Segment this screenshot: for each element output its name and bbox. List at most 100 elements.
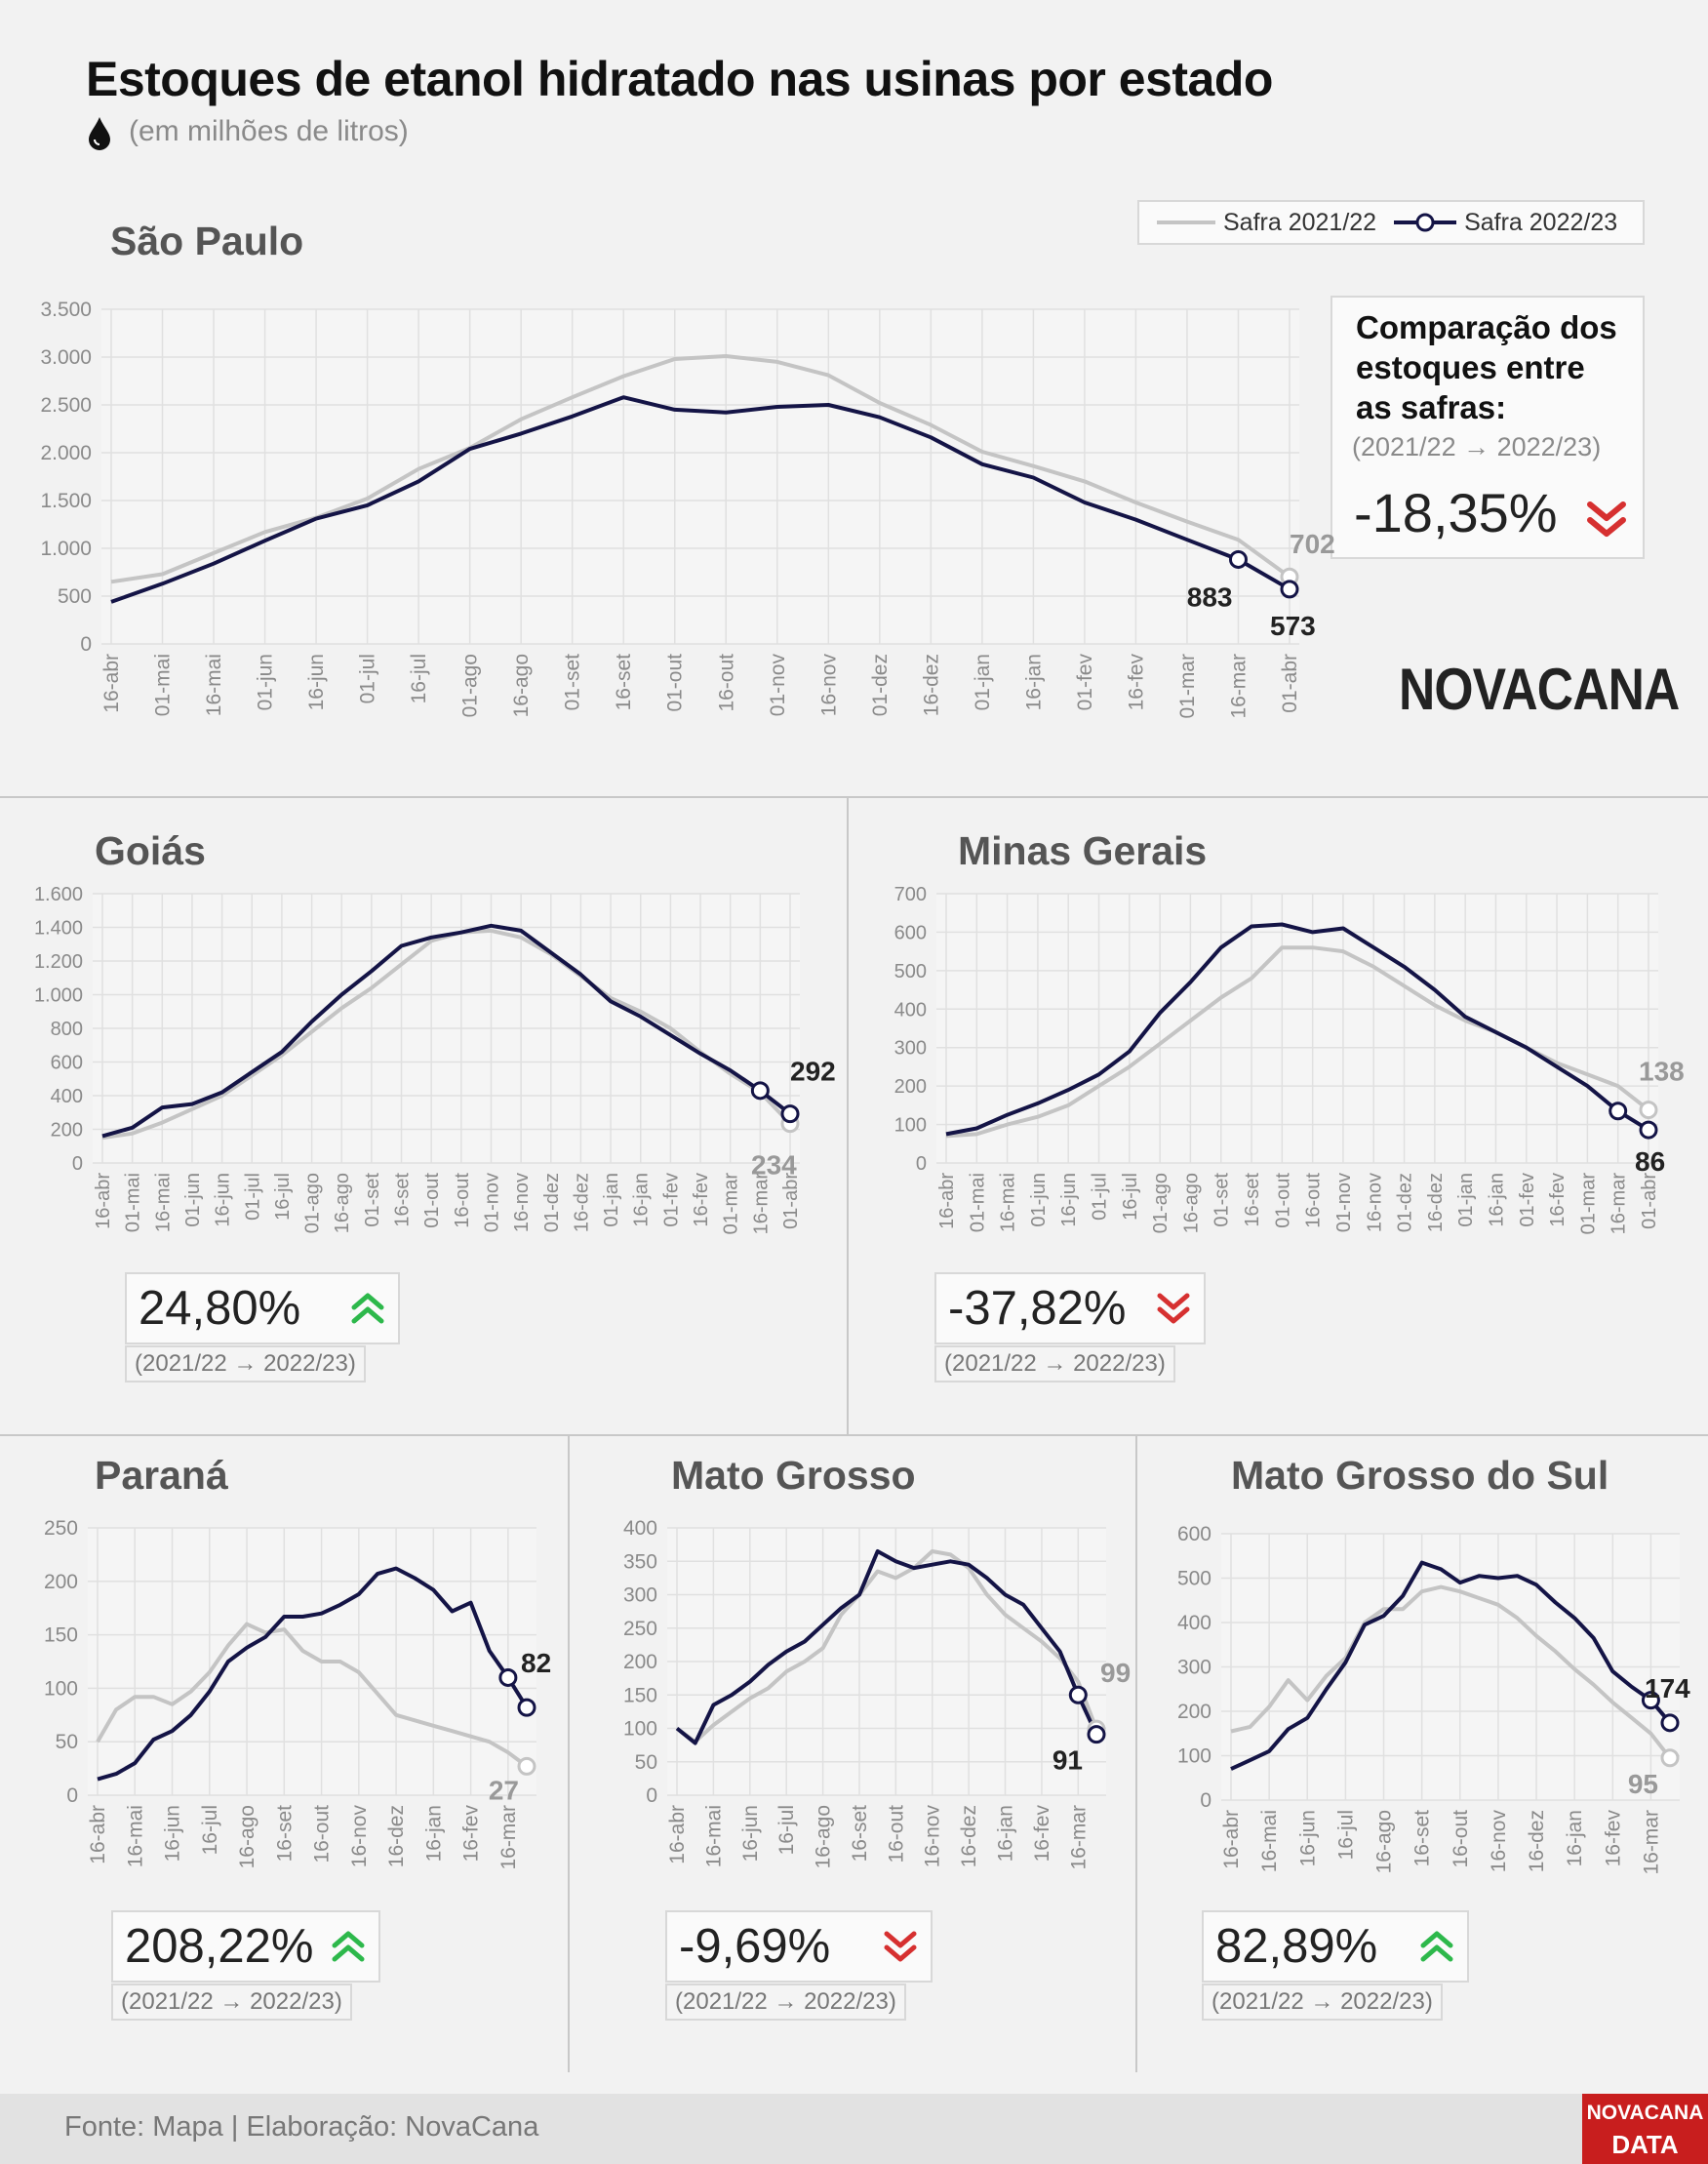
x-tick-label: 16-fev <box>460 1805 483 1863</box>
end-label-2022: 82 <box>521 1648 551 1678</box>
chart-title-sao-paulo: São Paulo <box>110 219 304 263</box>
y-tick-label: 400 <box>1177 1612 1211 1634</box>
series-line-2022 <box>101 923 792 1139</box>
x-tick-label: 16-fev <box>1125 654 1147 711</box>
chevron-double-up-icon <box>1420 1931 1453 1962</box>
x-tick-label: 16-abr <box>93 1173 114 1229</box>
x-tick-label: 01-nov <box>767 654 789 717</box>
x-tick-label: 16-nov <box>1488 1810 1510 1873</box>
y-tick-label: 200 <box>623 1651 657 1673</box>
y-tick-label: 300 <box>1177 1657 1211 1679</box>
x-tick-label: 16-jul <box>272 1173 294 1221</box>
y-tick-label: 0 <box>646 1784 657 1807</box>
marker-2022-previous <box>1228 549 1248 569</box>
y-tick-label: 300 <box>894 1038 927 1060</box>
series-line-2022 <box>110 395 1291 604</box>
x-tick-label: 16-nov <box>817 654 840 717</box>
x-tick-label: 16-mar <box>1227 654 1250 719</box>
x-tick-label: 01-mar <box>1176 654 1199 719</box>
y-tick-label: 2.000 <box>40 442 92 464</box>
chevron-double-up-icon <box>332 1931 365 1962</box>
footer: Fonte: Mapa | Elaboração: NovaCana <box>0 2094 1708 2164</box>
series-line-2021 <box>110 354 1291 584</box>
x-tick-label: 16-dez <box>1425 1173 1447 1232</box>
marker-2022-end <box>517 1698 536 1717</box>
comparison-title: Comparação dos estoques entre as safras: <box>1356 307 1617 427</box>
x-tick-label: 16-out <box>311 1805 334 1863</box>
x-tick-label: 16-jun <box>1296 1810 1319 1866</box>
x-tick-label: 01-jul <box>357 654 379 703</box>
x-tick-label: 16-jun <box>305 654 328 710</box>
x-tick-label: 16-fev <box>1547 1173 1569 1227</box>
x-tick-label: 16-mar <box>750 1173 772 1235</box>
y-tick-label: 400 <box>51 1086 83 1107</box>
pct-value-parana: 208,22% <box>125 1920 314 1973</box>
x-tick-label: 16-mar <box>497 1805 520 1870</box>
x-tick-label: 16-abr <box>87 1805 109 1864</box>
chart-title-mato-grosso: Mato Grosso <box>671 1453 916 1498</box>
x-tick-label: 16-mai <box>702 1805 725 1867</box>
y-tick-label: 0 <box>66 1784 78 1807</box>
y-tick-label: 600 <box>1177 1523 1211 1545</box>
x-tick-label: 01-mar <box>721 1173 742 1235</box>
marker-2021-end <box>517 1756 536 1776</box>
y-tick-label: 0 <box>80 633 92 656</box>
x-tick-label: 01-out <box>664 654 687 712</box>
x-tick-label: 01-jun <box>1028 1173 1050 1227</box>
chart-title-goias: Goiás <box>95 828 206 873</box>
x-tick-label: 01-jan <box>1455 1173 1477 1227</box>
marker-2022-previous <box>1068 1685 1088 1704</box>
y-tick-label: 50 <box>635 1751 657 1774</box>
x-tick-label: 16-set <box>1242 1173 1263 1227</box>
x-tick-label: 16-out <box>885 1805 907 1863</box>
marker-2022-end <box>780 1104 800 1124</box>
x-tick-label: 16-jun <box>213 1173 234 1227</box>
x-tick-label: 16-jan <box>995 1805 1017 1862</box>
x-tick-label: 16-jun <box>1058 1173 1080 1227</box>
y-tick-label: 150 <box>44 1624 78 1647</box>
y-tick-label: 500 <box>58 585 92 608</box>
end-label-2021: 138 <box>1639 1057 1685 1087</box>
divider-top <box>0 796 1708 798</box>
x-tick-label: 16-dez <box>1526 1810 1548 1872</box>
x-tick-label: 01-fev <box>1517 1173 1538 1227</box>
y-tick-label: 3.000 <box>40 346 92 369</box>
comparison-title-line: estoques entre <box>1356 349 1585 385</box>
y-tick-label: 50 <box>56 1731 78 1753</box>
end-label-2021: 95 <box>1628 1769 1658 1799</box>
divider-bottom-left <box>568 1436 570 2072</box>
chart-legend: Safra 2021/22 Safra 2022/23 <box>1137 200 1645 245</box>
period-mato-grosso: (2021/22 → 2022/23) <box>665 1984 906 2021</box>
series-line-2022 <box>675 1549 1098 1745</box>
legend-line-2022-icon <box>1394 213 1457 232</box>
pct-box-goias: 24,80% <box>125 1272 400 1344</box>
y-tick-label: 0 <box>916 1153 927 1175</box>
x-tick-label: 01-set <box>562 654 584 711</box>
x-tick-label: 16-set <box>613 654 635 711</box>
y-tick-label: 700 <box>894 884 927 905</box>
drop-icon <box>89 117 110 150</box>
x-tick-label: 16-fev <box>691 1173 712 1227</box>
pct-value-minas-gerais: -37,82% <box>948 1282 1127 1335</box>
page-title: Estoques de etanol hidratado nas usinas … <box>86 52 1273 106</box>
footer-logo-line: DATA <box>1611 2130 1679 2159</box>
x-tick-label: 16-ago <box>813 1805 835 1868</box>
plot-area <box>936 894 1658 1163</box>
x-tick-label: 01-jan <box>601 1173 622 1227</box>
x-tick-label: 16-mar <box>1640 1810 1662 1875</box>
x-tick-label: 16-jul <box>408 654 430 703</box>
chevron-double-up-icon <box>351 1293 384 1324</box>
series-line-2021 <box>96 1622 529 1769</box>
marker-2022-end <box>1660 1713 1680 1733</box>
x-tick-label: 01-mar <box>1577 1173 1599 1235</box>
x-tick-label: 01-abr <box>1639 1173 1660 1229</box>
y-tick-label: 150 <box>623 1684 657 1706</box>
comparison-title-line: Comparação dos <box>1356 309 1617 345</box>
x-tick-label: 16-jul <box>199 1805 221 1855</box>
x-tick-label: 01-set <box>1211 1173 1233 1227</box>
x-tick-label: 01-out <box>421 1173 443 1228</box>
x-tick-label: 16-jan <box>422 1805 445 1862</box>
x-tick-label: 01-fev <box>1074 654 1096 711</box>
x-tick-label: 16-fev <box>1602 1810 1624 1867</box>
comparison-title-line: as safras: <box>1356 389 1507 425</box>
